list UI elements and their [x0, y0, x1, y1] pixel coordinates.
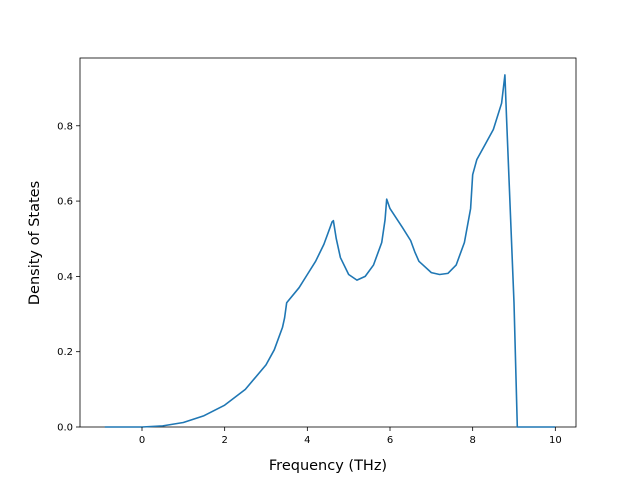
dos-series-line — [104, 74, 556, 428]
x-tick-label: 0 — [139, 435, 145, 446]
x-tick-label: 2 — [221, 435, 227, 446]
x-axis-label: Frequency (THz) — [269, 458, 387, 474]
y-tick-label: 0.4 — [57, 272, 73, 283]
y-tick-label: 0.2 — [57, 347, 73, 358]
x-tick-label: 8 — [469, 435, 475, 446]
y-tick-label: 0.0 — [57, 423, 73, 434]
x-axis-ticks: 0 2 4 6 8 10 — [139, 427, 562, 446]
plot-area — [79, 57, 577, 428]
y-tick-label: 0.6 — [57, 197, 73, 208]
x-tick-label: 10 — [549, 435, 562, 446]
x-tick-label: 6 — [387, 435, 393, 446]
y-axis-ticks: 0.0 0.2 0.4 0.6 0.8 — [57, 121, 80, 434]
y-tick-label: 0.8 — [57, 121, 73, 132]
plot-frame — [79, 57, 577, 428]
y-axis-label: Density of States — [27, 181, 43, 305]
data-layer — [104, 74, 556, 428]
x-tick-label: 4 — [304, 435, 310, 446]
